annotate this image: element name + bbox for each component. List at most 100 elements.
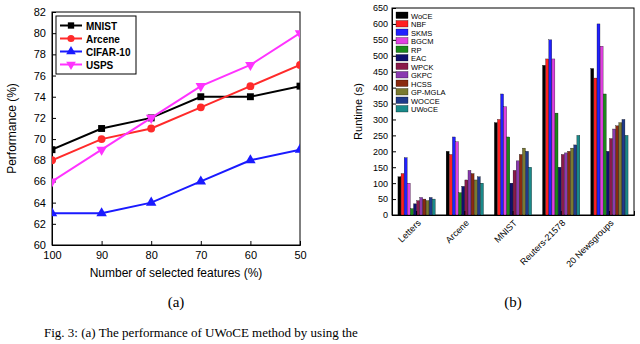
tick-mark [52,224,56,225]
tick: 500 [373,51,396,61]
bar [616,126,619,215]
bar [465,180,468,215]
tick-mark [392,72,396,73]
marker [247,93,254,100]
bar [494,123,497,215]
tick: 20 Newsgroups [564,211,616,269]
tick-mark [52,76,56,77]
legend-label: Arcene [86,34,120,45]
marker [197,103,205,111]
bar [613,129,616,215]
tick: 450 [373,67,396,77]
tick-label: 90 [96,249,108,261]
tick-mark [52,139,56,140]
y-axis-title: Runtime (s) [352,83,364,140]
tick-mark [464,211,465,215]
tick-mark [300,241,301,245]
tick-label: Letters [396,218,423,245]
marker [52,178,57,187]
marker [245,154,256,163]
tick-label: 78 [34,48,46,60]
tick-mark [392,183,396,184]
bar [574,145,577,215]
tick-label: 50 [378,194,388,204]
bar [529,167,532,215]
tick-label: 300 [373,115,388,125]
tick-label: Arcene [444,218,471,245]
bar [606,151,609,215]
marker [296,61,300,69]
legend-swatch [396,55,408,62]
tick: Reuters-21578 [518,211,567,267]
bar [468,170,471,215]
tick-mark [392,199,396,200]
tick-mark [392,88,396,89]
legend-marker [66,62,76,70]
tick-mark [52,97,56,98]
legend-swatch [396,97,408,104]
tick: 72 [34,112,56,124]
figure: 1009080706050606264666870727476788082MNI… [0,0,640,344]
panel-label: (b) [504,294,522,311]
bar [423,199,426,215]
tick: 70 [34,133,56,145]
tick-mark [392,167,396,168]
bar [501,94,504,215]
legend: MNISTArceneCIFAR-10USPS [56,16,136,74]
bar [625,135,628,215]
axis-line [393,9,397,216]
tick-mark [52,203,56,204]
tick-label: 200 [373,147,388,157]
bar [552,59,555,215]
bar [398,177,401,215]
legend-swatch [396,72,408,79]
legend-swatch [396,89,408,96]
bar [480,183,483,215]
bar [561,154,564,215]
bar [471,174,474,215]
bar [549,40,552,215]
tick: 62 [34,218,56,230]
legend-label: UWoCE [411,105,438,114]
tick-label: 500 [373,51,388,61]
tick-label: 600 [373,19,388,29]
bar [462,186,465,215]
legend-marker [67,35,74,42]
tick-label: 64 [34,197,46,209]
bar [558,167,561,215]
bar [429,197,432,215]
bar [568,151,571,215]
bar [622,119,625,215]
bar [543,65,546,215]
marker [146,197,157,206]
axis-line [393,211,635,216]
marker [295,144,300,153]
tick-label: 650 [373,3,388,13]
tick-mark [609,211,610,215]
legend-swatch [396,12,408,19]
tick: 80 [146,241,158,261]
marker [146,115,157,124]
series-line [52,65,300,160]
bar [452,137,455,215]
tick-label: Reuters-21578 [518,218,567,267]
marker [98,135,106,143]
bar [477,177,480,215]
legend-swatch [396,29,408,36]
legend-swatch [396,80,408,87]
tick-label: 350 [373,99,388,109]
bar [404,158,407,215]
marker [52,146,55,153]
bar [519,154,522,215]
bar [516,161,519,215]
tick: 350 [373,99,396,109]
legend-label: CIFAR-10 [86,47,131,58]
y-axis-title: Performance (%) [5,83,19,174]
bar [426,201,429,215]
tick: 100 [373,179,396,189]
bar [510,183,513,215]
bar [410,209,413,215]
tick-mark [392,119,396,120]
bar [504,107,507,215]
tick-mark [52,245,56,246]
